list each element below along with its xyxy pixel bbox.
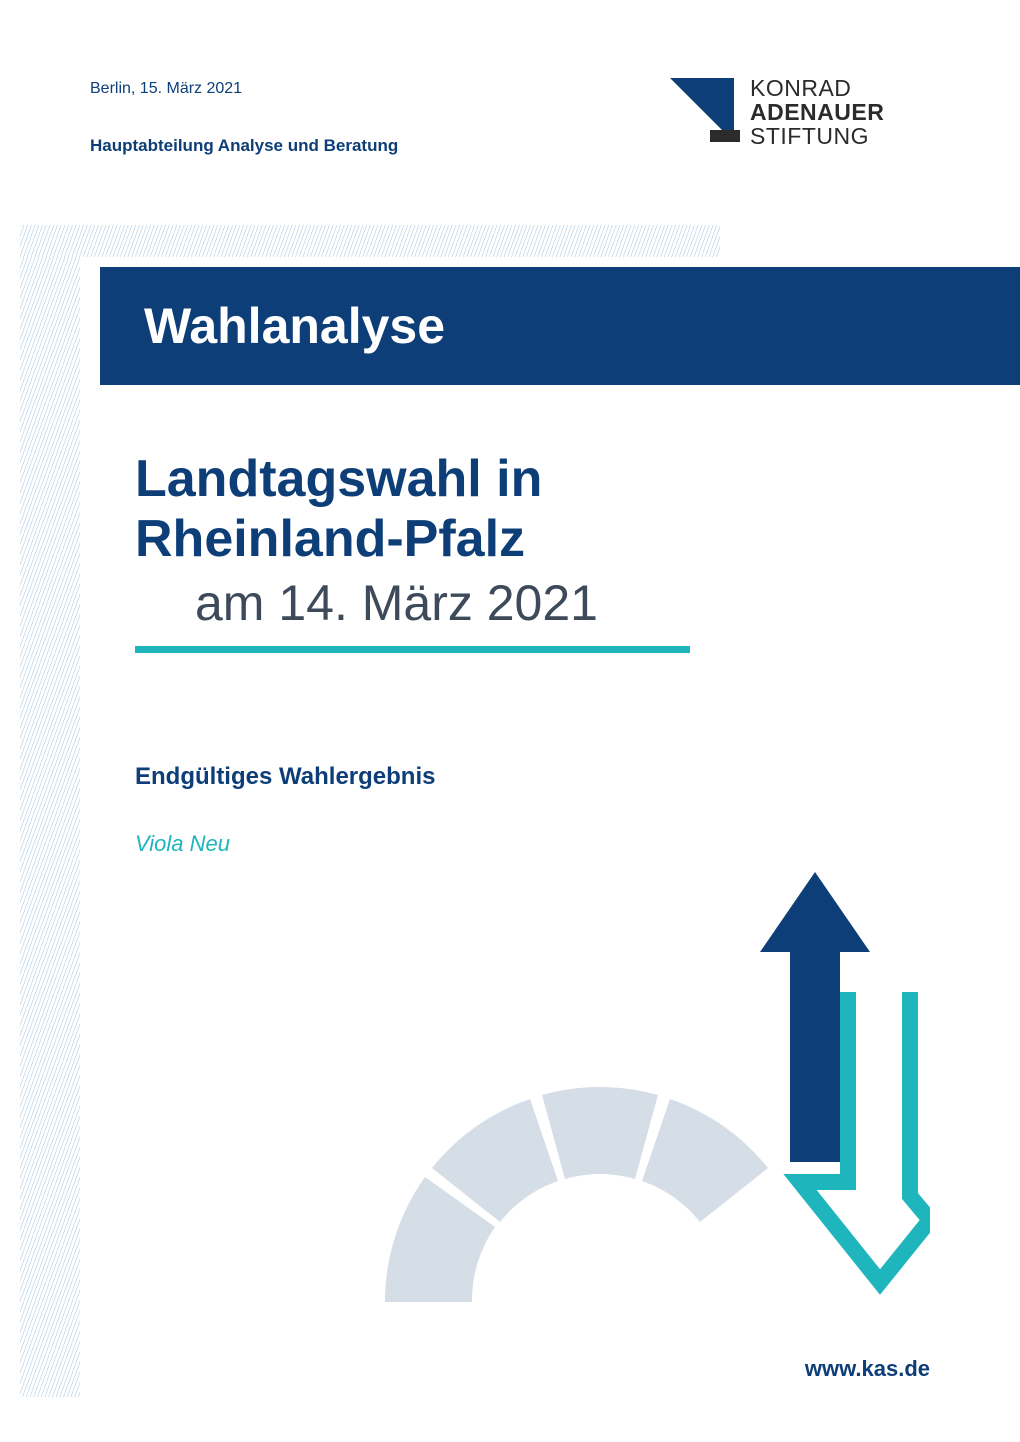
logo-line2: ADENAUER: [750, 99, 884, 125]
title-underline: [135, 646, 690, 653]
author-name: Viola Neu: [135, 831, 930, 857]
infographic: [370, 862, 930, 1302]
logo-line1: KONRAD: [750, 75, 851, 101]
main-subtitle: am 14. März 2021: [135, 574, 930, 632]
kas-logo: KONRAD ADENAUER STIFTUNG: [670, 70, 930, 150]
logo-line3: STIFTUNG: [750, 123, 869, 149]
footer-url: www.kas.de: [805, 1356, 930, 1382]
banner-title: Wahlanalyse: [144, 297, 445, 355]
hatch-top: [20, 225, 720, 257]
main-title-line1: Landtagswahl in: [135, 450, 930, 510]
banner: Wahlanalyse: [100, 267, 1020, 385]
content-block: Landtagswahl in Rheinland-Pfalz am 14. M…: [135, 450, 930, 857]
section-label: Endgültiges Wahlergebnis: [135, 763, 930, 791]
main-title-line2: Rheinland-Pfalz: [135, 510, 930, 570]
hatch-sidebar: [20, 257, 80, 1397]
